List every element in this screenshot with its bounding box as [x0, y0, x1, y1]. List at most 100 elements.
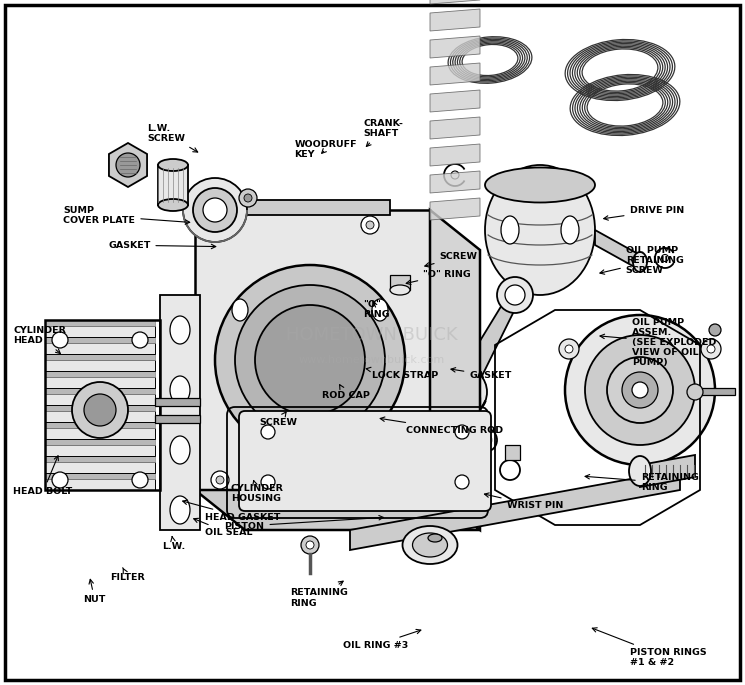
Polygon shape — [430, 9, 480, 31]
Circle shape — [366, 221, 374, 229]
Polygon shape — [45, 479, 155, 490]
Text: "O"
RING: "O" RING — [364, 300, 390, 319]
Text: "O" RING: "O" RING — [406, 269, 471, 284]
Text: CYLINDER
HEAD: CYLINDER HEAD — [13, 326, 66, 353]
Text: OIL SEAL: OIL SEAL — [194, 519, 253, 538]
Ellipse shape — [428, 534, 442, 542]
Text: GASKET: GASKET — [108, 240, 216, 250]
Polygon shape — [45, 411, 155, 422]
Polygon shape — [195, 210, 430, 490]
Polygon shape — [45, 422, 155, 428]
Text: LOCK STRAP: LOCK STRAP — [367, 367, 439, 380]
Text: CYLINDER
HOUSING: CYLINDER HOUSING — [231, 480, 284, 503]
Ellipse shape — [633, 252, 647, 272]
Text: PISTON: PISTON — [224, 516, 384, 531]
Text: CRANK-
SHAFT: CRANK- SHAFT — [364, 119, 404, 147]
Polygon shape — [430, 198, 480, 220]
Ellipse shape — [170, 436, 190, 464]
Text: L.W.
SCREW: L.W. SCREW — [148, 124, 197, 152]
Polygon shape — [430, 90, 480, 112]
Ellipse shape — [232, 299, 248, 321]
Bar — [474, 397, 480, 415]
Polygon shape — [430, 171, 480, 193]
Circle shape — [565, 345, 573, 353]
Text: SUMP
COVER PLATE: SUMP COVER PLATE — [63, 206, 190, 225]
Text: HEAD GASKET: HEAD GASKET — [183, 500, 280, 522]
Ellipse shape — [390, 285, 410, 295]
Circle shape — [361, 216, 379, 234]
Polygon shape — [430, 210, 480, 530]
Polygon shape — [45, 337, 155, 343]
Polygon shape — [45, 326, 155, 337]
Text: www.hometownbuick.com: www.hometownbuick.com — [299, 355, 445, 365]
Polygon shape — [350, 470, 680, 550]
Ellipse shape — [485, 168, 595, 203]
Circle shape — [497, 277, 533, 313]
Polygon shape — [45, 354, 155, 360]
Ellipse shape — [501, 216, 519, 244]
Text: ROD CAP: ROD CAP — [322, 385, 370, 400]
Circle shape — [709, 324, 721, 336]
Polygon shape — [45, 343, 155, 354]
Text: RETAINING
RING: RETAINING RING — [585, 473, 699, 493]
Bar — [435, 402, 455, 410]
Polygon shape — [45, 377, 155, 388]
Circle shape — [451, 171, 459, 179]
Circle shape — [261, 425, 275, 439]
Polygon shape — [45, 388, 155, 394]
Circle shape — [215, 265, 405, 455]
Bar — [45, 320, 160, 490]
Text: SCREW: SCREW — [259, 412, 297, 427]
Polygon shape — [45, 320, 155, 326]
Polygon shape — [195, 490, 480, 530]
Circle shape — [183, 178, 247, 242]
Text: DRIVE PIN: DRIVE PIN — [603, 206, 684, 220]
Polygon shape — [45, 473, 155, 479]
Text: GASKET: GASKET — [451, 368, 512, 380]
Circle shape — [52, 332, 68, 348]
Polygon shape — [155, 398, 200, 406]
Polygon shape — [160, 295, 200, 530]
Polygon shape — [430, 144, 480, 166]
Text: RETAINING
RING: RETAINING RING — [291, 581, 349, 608]
Circle shape — [630, 462, 650, 482]
FancyBboxPatch shape — [239, 411, 491, 511]
Circle shape — [216, 476, 224, 484]
Ellipse shape — [485, 165, 595, 295]
Circle shape — [255, 305, 365, 415]
Text: NUT: NUT — [83, 580, 106, 604]
Ellipse shape — [170, 316, 190, 344]
Circle shape — [239, 189, 257, 207]
Circle shape — [244, 194, 252, 202]
Ellipse shape — [158, 159, 188, 171]
Ellipse shape — [372, 299, 388, 321]
Circle shape — [301, 536, 319, 554]
Text: OIL PUMP
RETAINING
SCREW: OIL PUMP RETAINING SCREW — [600, 246, 684, 275]
Circle shape — [211, 471, 229, 489]
Circle shape — [306, 541, 314, 549]
Polygon shape — [230, 200, 390, 215]
Text: PISTON RINGS
#1 & #2: PISTON RINGS #1 & #2 — [592, 627, 706, 667]
Text: HOMETOWN BUICK: HOMETOWN BUICK — [286, 326, 458, 344]
Circle shape — [455, 425, 469, 439]
Polygon shape — [45, 456, 155, 462]
Circle shape — [607, 357, 673, 423]
Circle shape — [585, 335, 695, 445]
Polygon shape — [450, 295, 522, 390]
Circle shape — [193, 188, 237, 232]
Polygon shape — [640, 455, 695, 487]
Circle shape — [261, 475, 275, 489]
Circle shape — [505, 285, 525, 305]
Polygon shape — [430, 0, 480, 4]
Polygon shape — [430, 36, 480, 58]
Ellipse shape — [158, 199, 188, 211]
Circle shape — [116, 153, 140, 177]
Polygon shape — [158, 165, 188, 205]
Polygon shape — [45, 394, 155, 405]
Bar — [444, 397, 450, 415]
Circle shape — [203, 198, 227, 222]
Text: HEAD BOLT: HEAD BOLT — [13, 456, 73, 497]
Text: OIL PUMP
ASSEM.
(SEE EXPLODED
VIEW OF OIL
PUMP): OIL PUMP ASSEM. (SEE EXPLODED VIEW OF OI… — [600, 318, 716, 367]
Polygon shape — [109, 143, 147, 187]
Ellipse shape — [413, 533, 448, 557]
